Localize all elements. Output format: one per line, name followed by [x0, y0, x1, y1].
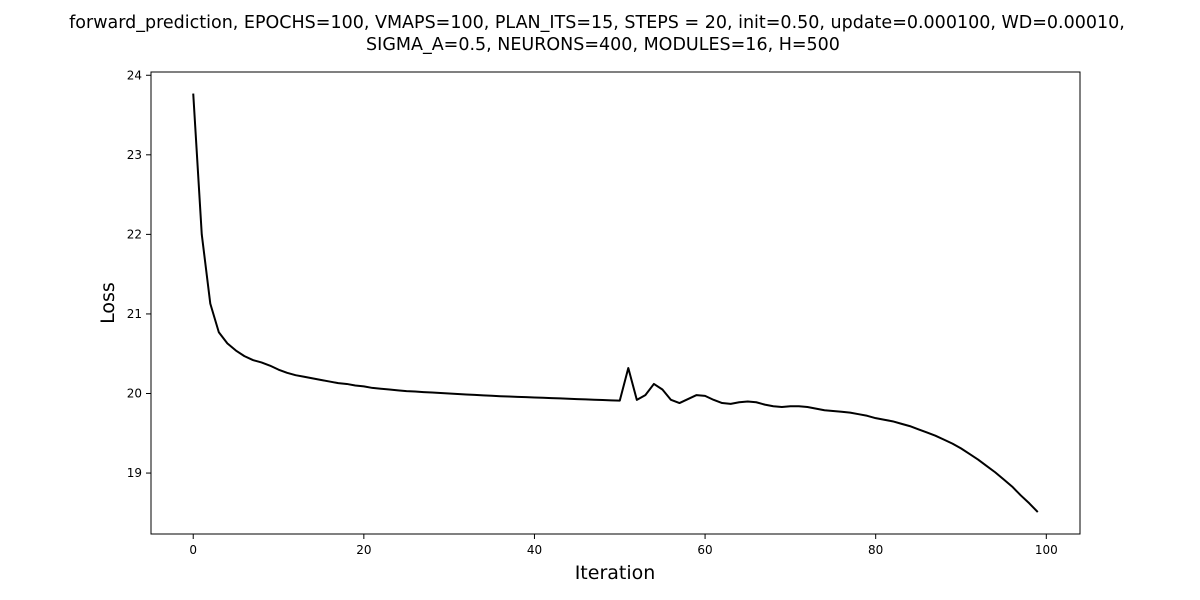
x-tick-label: 100	[1035, 543, 1058, 557]
x-tick-label: 60	[697, 543, 712, 557]
chart-title-line-1: forward_prediction, EPOCHS=100, VMAPS=10…	[69, 13, 1125, 33]
y-axis-label: Loss	[97, 282, 119, 324]
plot-area-frame	[150, 71, 1081, 535]
x-tick-label: 0	[189, 543, 197, 557]
x-tick-label: 80	[868, 543, 883, 557]
x-tick-label: 40	[527, 543, 542, 557]
loss-series-line	[192, 93, 1039, 513]
y-tick-label: 20	[127, 386, 142, 400]
y-axis: 19 20 21 22 23 24	[127, 68, 151, 480]
y-tick-label: 19	[127, 466, 142, 480]
chart-title-line-2: SIGMA_A=0.5, NEURONS=400, MODULES=16, H=…	[366, 35, 840, 55]
y-tick-label: 23	[127, 148, 142, 162]
x-axis: 0 20 40 60 80 100	[189, 534, 1058, 557]
y-tick-label: 21	[127, 307, 142, 321]
x-tick-label: 20	[356, 543, 371, 557]
x-axis-label: Iteration	[575, 562, 656, 584]
y-tick-label: 24	[127, 68, 142, 82]
y-tick-label: 22	[127, 227, 142, 241]
